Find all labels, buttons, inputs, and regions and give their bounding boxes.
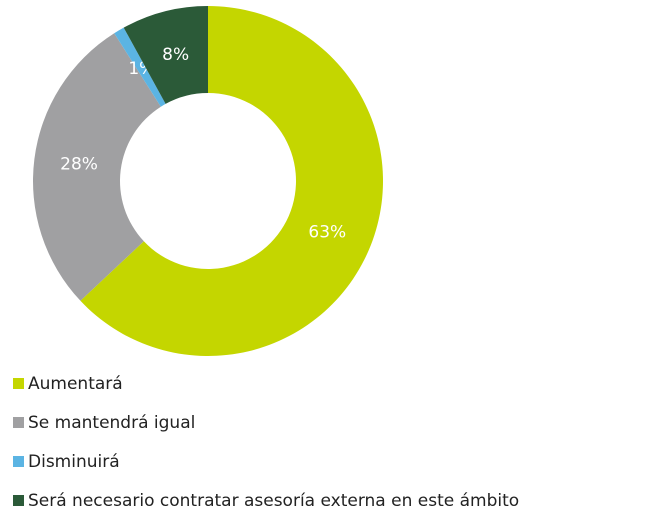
donut-slice (80, 6, 384, 356)
legend-label: Se mantendrá igual (28, 413, 195, 433)
donut-slice (123, 6, 208, 104)
legend-label: Será necesario contratar asesoría extern… (28, 491, 519, 508)
legend-label: Aumentará (28, 374, 123, 394)
legend-swatch (13, 378, 24, 389)
legend-swatch (13, 417, 24, 428)
data-label: 8% (162, 45, 189, 65)
legend-swatch (13, 495, 24, 506)
legend-label: Disminuirá (28, 452, 120, 472)
data-label: 28% (60, 155, 98, 175)
legend-swatch (13, 456, 24, 467)
data-label: 63% (308, 223, 346, 243)
donut-slice (114, 27, 166, 107)
donut-slice (32, 33, 161, 301)
